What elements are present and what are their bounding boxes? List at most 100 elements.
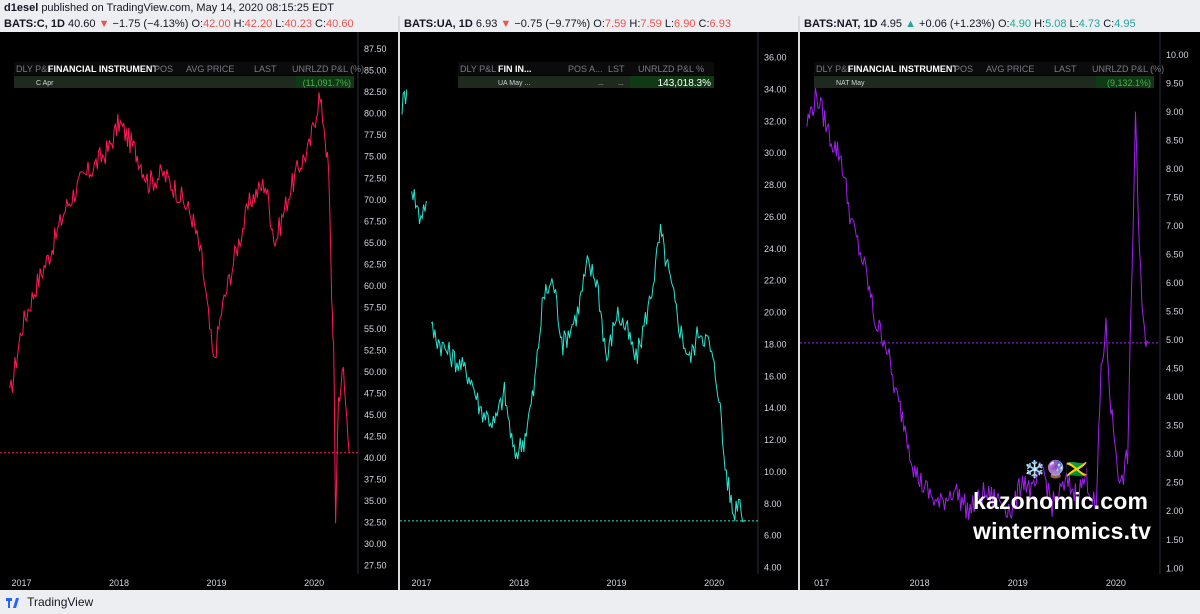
y-tick-label: 4.00 [764, 563, 782, 573]
emoji-icons: ❄️🔮🇯🇲 [1024, 460, 1088, 479]
last-price: 6.93 [475, 18, 498, 30]
last-cell: ... [618, 80, 624, 87]
price-series-line[interactable] [9, 92, 350, 524]
chart-panel-c[interactable]: BATS:C, 1D 40.60 ▼ −1.75 (−4.13%) O:42.0… [0, 16, 398, 590]
price-chart[interactable]: 10.00 9.50 9.00 8.50 8.00 7.50 7.00 6.50 6.00 5.5… [800, 32, 1200, 606]
price-axis[interactable] [758, 32, 798, 590]
y-tick-label: 1.00 [1166, 563, 1184, 573]
last-price: 40.60 [67, 18, 96, 30]
table-row-bg [814, 76, 1154, 88]
low-value: L:4.73 [1069, 18, 1101, 30]
price-change: +0.06 (+1.23%) [919, 18, 995, 30]
y-tick-label: 65.00 [364, 238, 387, 248]
y-tick-label: 7.50 [1166, 192, 1184, 202]
y-tick-label: 40.00 [364, 453, 387, 463]
plot-background [800, 32, 1160, 590]
y-tick-label: 32.50 [364, 517, 387, 527]
price-series-line[interactable] [401, 89, 408, 115]
x-tick-label: 2019 [607, 578, 627, 588]
price-change: −0.75 (−9.77%) [514, 18, 591, 30]
price-axis[interactable] [1160, 32, 1200, 590]
pnl-cell-bg [296, 76, 354, 88]
symbol-name[interactable]: BATS:NAT, 1D [804, 18, 878, 30]
unrealized-pnl-cell: 143,018.3% [658, 78, 711, 89]
pos-cell: ... [598, 80, 604, 87]
y-tick-label: 2.00 [1166, 506, 1184, 516]
y-tick-label: 30.00 [364, 539, 387, 549]
y-tick-label: 35.00 [364, 496, 387, 506]
y-tick-label: 3.50 [1166, 421, 1184, 431]
tradingview-logo-icon [6, 597, 19, 608]
table-row-bg [14, 76, 354, 88]
positions-table: DLY P&L FIN IN... POS A... LST UNRLZD P&L % U… [458, 62, 714, 89]
author-name[interactable]: d1esel [4, 2, 39, 14]
y-tick-label: 3.00 [1166, 449, 1184, 459]
symbol-name[interactable]: BATS:C, 1D [4, 18, 65, 30]
brand-name[interactable]: TradingView [27, 595, 94, 609]
close-value: C:4.95 [1103, 18, 1136, 30]
publish-info: published on TradingView.com, May 14, 20… [41, 2, 335, 14]
y-tick-label: 55.00 [364, 324, 387, 334]
y-tick-label: 37.50 [364, 474, 387, 484]
last-price: 4.95 [880, 18, 903, 30]
y-tick-label: 16.00 [764, 371, 787, 381]
table-header-cell: LAST [254, 64, 277, 74]
price-axis[interactable] [358, 32, 398, 590]
x-tick-label: 2020 [704, 578, 724, 588]
unrealized-pnl-cell: (9,132.1%) [1107, 78, 1151, 88]
x-tick-label: 2019 [1008, 578, 1028, 588]
y-tick-label: 26.00 [764, 212, 787, 222]
table-header-cell: UNRLZD P&L % [638, 64, 704, 74]
y-tick-label: 4.00 [1166, 392, 1184, 402]
y-tick-label: 60.00 [364, 281, 387, 291]
table-header-cell: POS A... [568, 64, 603, 74]
x-tick-label: 2020 [304, 578, 324, 588]
y-tick-label: 24.00 [764, 244, 787, 254]
publish-header: d1esel published on TradingView.com, May… [0, 0, 1200, 16]
instrument-cell: UA May ... [498, 80, 530, 87]
y-tick-label: 10.00 [764, 467, 787, 477]
down-arrow-icon: ▼ [98, 18, 110, 30]
x-tick-label: 2017 [411, 578, 431, 588]
x-tick-label: 2020 [1106, 578, 1126, 588]
y-tick-label: 22.00 [764, 276, 787, 286]
y-tick-label: 6.50 [1166, 250, 1184, 260]
x-tick-label: 2018 [109, 578, 129, 588]
y-tick-label: 27.50 [364, 560, 387, 570]
y-tick-label: 9.50 [1166, 78, 1184, 88]
y-tick-label: 6.00 [764, 531, 782, 541]
footer-bar: TradingView [0, 590, 1200, 614]
price-chart[interactable]: 36.00 34.00 32.00 30.00 28.00 26.00 24.00 22.00… [400, 32, 798, 606]
price-series-line[interactable] [411, 189, 427, 224]
y-tick-label: 36.00 [764, 53, 787, 63]
watermark-site-2: winternomics.tv [973, 518, 1152, 544]
table-header-bg [814, 62, 1154, 75]
down-arrow-icon: ▼ [500, 18, 512, 30]
table-header-cell: AVG PRICE [186, 64, 234, 74]
table-header-cell: DLY P&L [16, 64, 52, 74]
symbol-name[interactable]: BATS:UA, 1D [404, 18, 473, 30]
pnl-cell-bg [630, 76, 714, 88]
table-header-cell: DLY P&L [460, 64, 496, 74]
y-tick-label: 8.00 [1166, 164, 1184, 174]
price-series-line[interactable] [806, 87, 1149, 520]
chart-panel-nat[interactable]: BATS:NAT, 1D 4.95 ▲ +0.06 (+1.23%) O:4.9… [800, 16, 1200, 590]
price-series-line[interactable] [430, 223, 746, 523]
table-header-cell: FINANCIAL INSTRUMENT [848, 64, 958, 74]
high-value: H:5.08 [1034, 18, 1067, 30]
y-tick-label: 45.00 [364, 410, 387, 420]
plot-background [0, 32, 358, 590]
y-tick-label: 70.00 [364, 195, 387, 205]
instrument-cell: C Apr [36, 80, 54, 87]
y-tick-label: 80.00 [364, 109, 387, 119]
chart-panel-ua[interactable]: BATS:UA, 1D 6.93 ▼ −0.75 (−9.77%) O:7.59… [400, 16, 798, 590]
price-chart[interactable]: 87.50 85.00 82.50 80.00 77.50 75.00 72.50 70.00… [0, 32, 398, 606]
y-tick-label: 1.50 [1166, 535, 1184, 545]
table-header-cell: LAST [1054, 64, 1077, 74]
y-tick-label: 5.50 [1166, 307, 1184, 317]
y-tick-label: 82.50 [364, 87, 387, 97]
high-value: H:7.59 [629, 18, 662, 30]
table-header-bg [458, 62, 714, 75]
y-tick-label: 42.50 [364, 431, 387, 441]
